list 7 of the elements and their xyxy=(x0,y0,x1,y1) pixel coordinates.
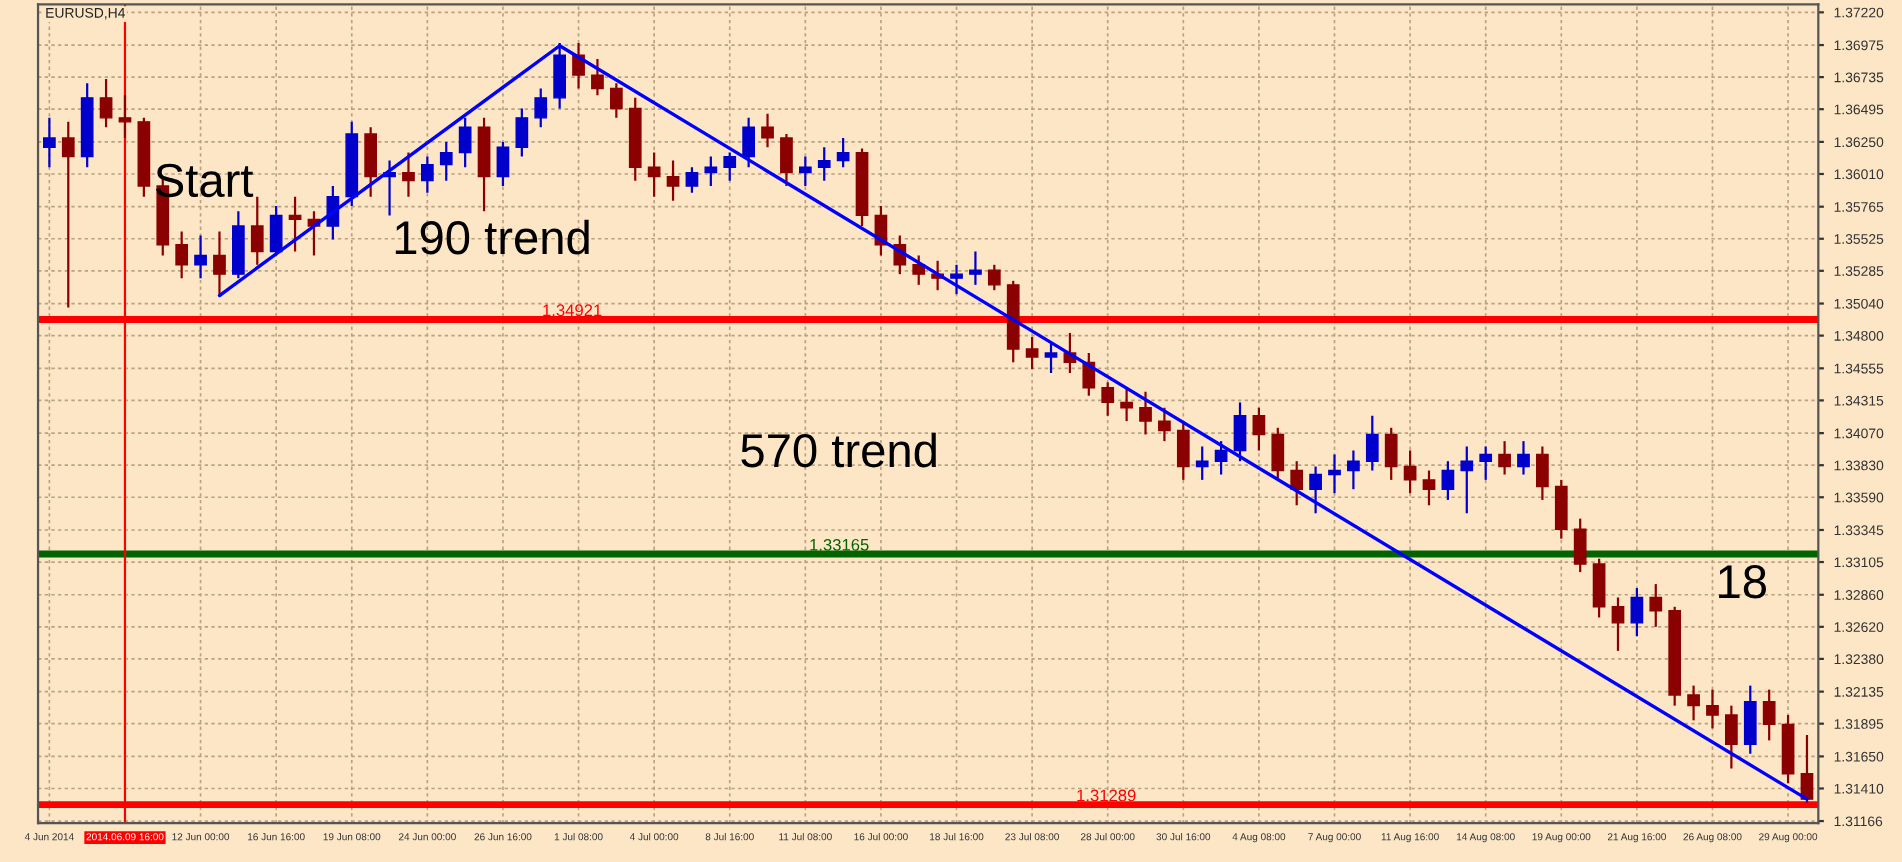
ref-line-label: 1.31289 xyxy=(1077,789,1136,802)
ref-line-label: 1.34921 xyxy=(543,304,602,317)
annotation: 190 trend xyxy=(395,219,589,255)
annotation: Start xyxy=(155,163,254,198)
annotation: 570 trend xyxy=(741,432,936,468)
annotation: 18 xyxy=(1719,564,1766,599)
ref-line-label: 1.33165 xyxy=(810,538,869,551)
